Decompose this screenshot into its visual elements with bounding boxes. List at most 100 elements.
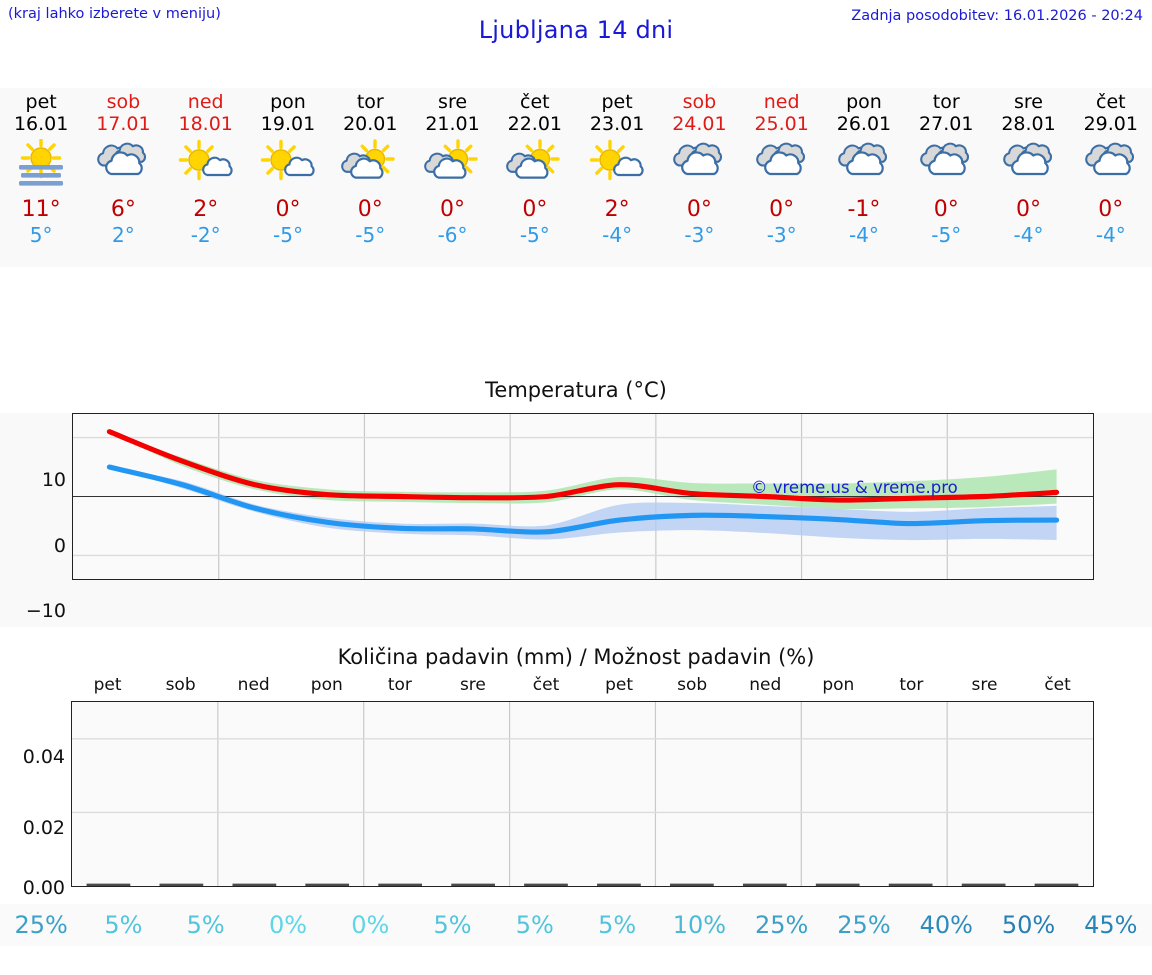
temperature-ytick-0: 0: [53, 535, 66, 557]
temperature-series-svg: [73, 414, 1093, 579]
day-temp-max: 0°: [769, 197, 795, 222]
day-temp-min: -5°: [519, 223, 550, 247]
day-temp-min: -5°: [931, 223, 962, 247]
forecast-day-column[interactable]: sre 21.01 0° -6°: [411, 88, 493, 267]
day-date: 29.01: [1083, 113, 1138, 135]
forecast-day-column[interactable]: sre 28.01 0° -4°: [987, 88, 1069, 267]
day-date: 20.01: [343, 113, 398, 135]
day-date: 23.01: [589, 113, 645, 135]
day-temp-min: -3°: [766, 223, 797, 247]
day-temp-min: -5°: [355, 223, 386, 247]
day-name: ned: [187, 91, 224, 113]
day-name: pon: [846, 91, 882, 113]
forecast-day-column[interactable]: pon 19.01 0° -5°: [247, 88, 329, 267]
forecast-day-column[interactable]: ned 18.01 2° -2°: [165, 88, 247, 267]
day-date: 25.01: [754, 113, 809, 135]
sun-behind-cloud-icon: [420, 139, 486, 191]
day-date: 24.01: [672, 113, 727, 135]
day-temp-max: 11°: [21, 197, 61, 222]
copyright-annotation: © vreme.us & vreme.pro: [751, 478, 958, 497]
precipitation-day-label: sre: [971, 675, 998, 695]
precipitation-day-label: sob: [677, 675, 708, 695]
day-date: 18.01: [178, 113, 233, 135]
day-temp-min: -4°: [848, 223, 879, 247]
precipitation-chart: Količina padavin (mm) / Možnost padavin …: [0, 632, 1152, 975]
precipitation-day-label: sre: [459, 675, 486, 695]
day-date: 21.01: [425, 113, 480, 135]
forecast-day-strip: pet 16.01 11° 5° sob 17.01 6° 2° ned 18.01 2° -2…: [0, 88, 1152, 267]
day-temp-max: 0°: [1098, 197, 1124, 222]
temperature-chart-title: Temperatura (°C): [0, 366, 1152, 413]
day-temp-min: 5°: [29, 223, 53, 247]
forecast-day-column[interactable]: čet 29.01 0° -4°: [1070, 88, 1152, 267]
day-date: 27.01: [919, 113, 974, 135]
temperature-ytick-10: 10: [41, 469, 66, 491]
day-date: 22.01: [507, 113, 563, 135]
day-temp-max: 0°: [522, 197, 548, 222]
forecast-day-column[interactable]: sob 24.01 0° -3°: [658, 88, 740, 267]
day-temp-min: -4°: [1095, 223, 1126, 247]
menu-hint-text: (kraj lahko izberete v meniju): [8, 6, 221, 22]
forecast-day-column[interactable]: ned 25.01 0° -3°: [741, 88, 823, 267]
precipitation-series-svg: [72, 702, 1093, 886]
precipitation-probability-value: 25%: [837, 911, 891, 939]
precipitation-probability-row: 25% 5% 5% 0% 0% 5% 5% 5% 10% 25% 25% 40% 50% 45%: [0, 904, 1152, 946]
overcast-icon: [913, 139, 979, 191]
day-temp-min: -3°: [684, 223, 715, 247]
precipitation-probability-value: 0%: [268, 911, 308, 939]
precipitation-day-label: tor: [387, 675, 412, 695]
day-date: 26.01: [836, 113, 892, 135]
page-title: Ljubljana 14 dni: [478, 16, 674, 44]
overcast-icon: [90, 139, 156, 191]
precipitation-ytick-000: 0.00: [22, 877, 65, 899]
overcast-icon: [1078, 139, 1144, 191]
day-temp-min: -4°: [1013, 223, 1044, 247]
sun-behind-cloud-icon: [502, 139, 568, 191]
precipitation-probability-value: 5%: [104, 911, 143, 939]
precipitation-chart-title: Količina padavin (mm) / Možnost padavin …: [337, 645, 815, 669]
forecast-day-column[interactable]: pet 16.01 11° 5°: [0, 88, 82, 267]
day-temp-max: 2°: [193, 197, 219, 222]
precipitation-probability-value: 5%: [433, 911, 472, 939]
day-temp-max: 0°: [357, 197, 383, 222]
day-name: sre: [1014, 91, 1043, 113]
overcast-icon: [666, 139, 732, 191]
day-name: sob: [682, 91, 717, 113]
precipitation-day-label: pon: [310, 675, 343, 695]
temperature-chart: Temperatura (°C) 10 0 −10 © vreme.us & v…: [0, 366, 1152, 627]
precipitation-day-label: čet: [1044, 675, 1071, 695]
day-temp-max: 0°: [440, 197, 466, 222]
day-date: 17.01: [96, 113, 151, 135]
day-name: tor: [932, 91, 960, 113]
temperature-ytick-neg10: −10: [25, 600, 66, 622]
forecast-day-column[interactable]: tor 27.01 0° -5°: [905, 88, 987, 267]
day-name: čet: [520, 91, 550, 113]
day-name: pon: [270, 91, 306, 113]
forecast-day-column[interactable]: tor 20.01 0° -5°: [329, 88, 411, 267]
precipitation-day-label: čet: [532, 675, 560, 695]
forecast-day-column[interactable]: sob 17.01 6° 2°: [82, 88, 164, 267]
precipitation-day-label: pet: [605, 675, 634, 695]
overcast-icon: [996, 139, 1062, 191]
precipitation-day-label: pet: [93, 675, 122, 695]
precipitation-probability-value: 25%: [14, 911, 68, 939]
precipitation-day-label: pon: [822, 675, 855, 695]
forecast-day-column[interactable]: pon 26.01 -1° -4°: [823, 88, 905, 267]
precipitation-probability-value: 0%: [351, 911, 390, 939]
precipitation-probability-value: 40%: [919, 911, 973, 939]
precipitation-ytick-004: 0.04: [22, 746, 65, 768]
precipitation-probability-value: 50%: [1001, 911, 1056, 939]
precipitation-probability-value: 5%: [515, 911, 554, 939]
overcast-icon: [749, 139, 815, 191]
precipitation-probability-value: 45%: [1084, 911, 1138, 939]
day-name: sob: [106, 91, 141, 113]
day-temp-max: 6°: [110, 197, 136, 222]
day-date: 16.01: [13, 113, 69, 135]
forecast-day-column[interactable]: čet 22.01 0° -5°: [494, 88, 576, 267]
day-temp-min: -2°: [190, 223, 221, 247]
sun-fog-icon: [8, 139, 74, 191]
overcast-icon: [831, 139, 897, 191]
forecast-day-column[interactable]: pet 23.01 2° -4°: [576, 88, 658, 267]
precipitation-probability-value: 5%: [186, 911, 225, 939]
day-name: pet: [601, 91, 633, 113]
